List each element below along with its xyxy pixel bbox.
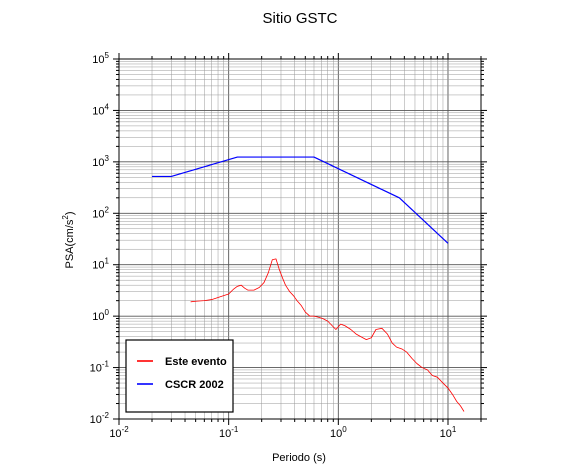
y-tick-label-exp: 5 bbox=[105, 51, 110, 60]
x-tick-label-exp: -2 bbox=[122, 425, 130, 434]
y-tick-label: 104 bbox=[92, 102, 109, 117]
series-layer bbox=[152, 156, 465, 412]
y-tick-label-exp: -1 bbox=[102, 360, 110, 369]
legend-label-este-evento: Este evento bbox=[165, 356, 227, 368]
legend-box bbox=[125, 339, 234, 413]
y-tick-label-base: 10 bbox=[90, 414, 102, 426]
chart-title: Sitio GSTC bbox=[262, 10, 337, 27]
x-tick-label: 100 bbox=[330, 425, 347, 440]
y-tick-label: 102 bbox=[92, 205, 109, 220]
y-tick-label-base: 10 bbox=[92, 311, 104, 323]
y-tick-label-exp: -2 bbox=[102, 411, 110, 420]
x-tick-label: 10-1 bbox=[219, 425, 239, 440]
y-axis-title: PSA(cm/s2) bbox=[61, 211, 76, 268]
y-tick-label-base: 10 bbox=[90, 363, 102, 375]
x-tick-labels: 10-2 10-1 100 101 bbox=[109, 425, 457, 440]
y-tick-label-exp: 0 bbox=[105, 308, 110, 317]
legend: Este evento CSCR 2002 bbox=[125, 339, 234, 413]
y-tick-label-base: 10 bbox=[92, 157, 104, 169]
y-tick-label-base: 10 bbox=[92, 54, 104, 66]
x-tick-label: 10-2 bbox=[109, 425, 129, 440]
series-line-cscr-2002 bbox=[152, 156, 449, 244]
x-tick-label-exp: -1 bbox=[231, 425, 239, 434]
grid bbox=[118, 58, 482, 420]
y-tick-label-exp: 4 bbox=[105, 102, 110, 111]
y-axis-title-exp: 2 bbox=[61, 215, 70, 220]
x-axis-title: Periodo (s) bbox=[272, 452, 326, 464]
x-tick-label-exp: 1 bbox=[452, 425, 457, 434]
y-tick-label: 103 bbox=[92, 154, 109, 169]
y-tick-label-base: 10 bbox=[92, 105, 104, 117]
legend-label-cscr-2002: CSCR 2002 bbox=[165, 379, 224, 391]
series-line-este-evento bbox=[190, 258, 465, 412]
y-tick-label: 10-1 bbox=[90, 360, 110, 375]
y-tick-label: 100 bbox=[92, 308, 109, 323]
y-tick-label: 10-2 bbox=[90, 411, 110, 426]
x-tick-label-base: 10 bbox=[440, 428, 452, 440]
y-tick-label-exp: 1 bbox=[105, 257, 110, 266]
plot-frame bbox=[118, 58, 482, 420]
y-axis-title-close: ) bbox=[64, 211, 76, 215]
y-tick-label-exp: 2 bbox=[105, 205, 110, 214]
x-tick-label: 101 bbox=[440, 425, 457, 440]
x-tick-label-base: 10 bbox=[109, 428, 121, 440]
y-tick-label: 105 bbox=[92, 51, 109, 66]
y-tick-label-exp: 3 bbox=[105, 154, 110, 163]
y-tick-label: 101 bbox=[92, 257, 109, 272]
y-axis-title-base: PSA(cm/s bbox=[64, 219, 76, 268]
y-tick-label-base: 10 bbox=[92, 208, 104, 220]
x-tick-label-base: 10 bbox=[219, 428, 231, 440]
x-tick-label-exp: 0 bbox=[342, 425, 347, 434]
ticks bbox=[113, 53, 487, 425]
x-tick-label-base: 10 bbox=[330, 428, 342, 440]
y-tick-label-base: 10 bbox=[92, 260, 104, 272]
